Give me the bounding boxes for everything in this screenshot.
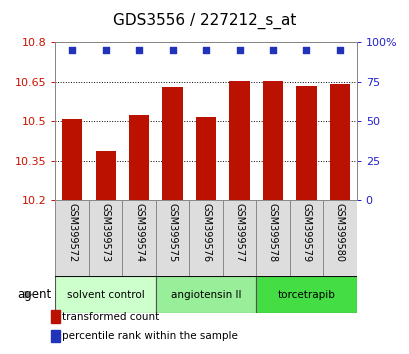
Bar (296, 86, 316, 200)
Text: GDS3556 / 227212_s_at: GDS3556 / 227212_s_at (113, 12, 296, 29)
Point (69, 47, 75, 52)
Bar (222, 200, 256, 276)
Bar (122, 200, 155, 276)
Text: percentile rank within the sample: percentile rank within the sample (61, 331, 237, 341)
Text: GSM399580: GSM399580 (334, 203, 344, 262)
Text: agent: agent (17, 288, 51, 301)
Bar (162, 87, 182, 200)
Point (102, 47, 109, 52)
Point (302, 47, 309, 52)
Bar (189, 200, 222, 276)
Bar (62, 119, 82, 200)
Bar (129, 115, 149, 200)
Text: GSM399577: GSM399577 (234, 203, 244, 262)
Bar (262, 81, 282, 200)
Text: angiotensin II: angiotensin II (171, 290, 240, 300)
Point (135, 47, 142, 52)
Bar (196, 117, 216, 200)
Bar (289, 200, 322, 276)
Text: GSM399576: GSM399576 (200, 203, 211, 262)
Point (202, 47, 209, 52)
Bar (55, 200, 89, 276)
Bar (229, 81, 249, 200)
Bar (89, 200, 122, 276)
Bar (322, 200, 356, 276)
Bar (329, 85, 349, 200)
Text: GSM399575: GSM399575 (167, 203, 177, 262)
Bar (55, 276, 155, 313)
Bar (95, 152, 115, 200)
Point (169, 47, 175, 52)
Text: torcetrapib: torcetrapib (277, 290, 335, 300)
Bar (155, 276, 256, 313)
Bar (256, 276, 356, 313)
Text: transformed count: transformed count (61, 312, 158, 322)
Text: GSM399574: GSM399574 (134, 203, 144, 262)
Text: solvent control: solvent control (67, 290, 144, 300)
Point (336, 47, 342, 52)
Bar (155, 200, 189, 276)
Text: GSM399573: GSM399573 (100, 203, 110, 262)
Bar (256, 200, 289, 276)
Text: GSM399572: GSM399572 (67, 203, 77, 262)
Text: GSM399578: GSM399578 (267, 203, 277, 262)
Point (269, 47, 276, 52)
Point (236, 47, 242, 52)
Text: GSM399579: GSM399579 (301, 203, 311, 262)
